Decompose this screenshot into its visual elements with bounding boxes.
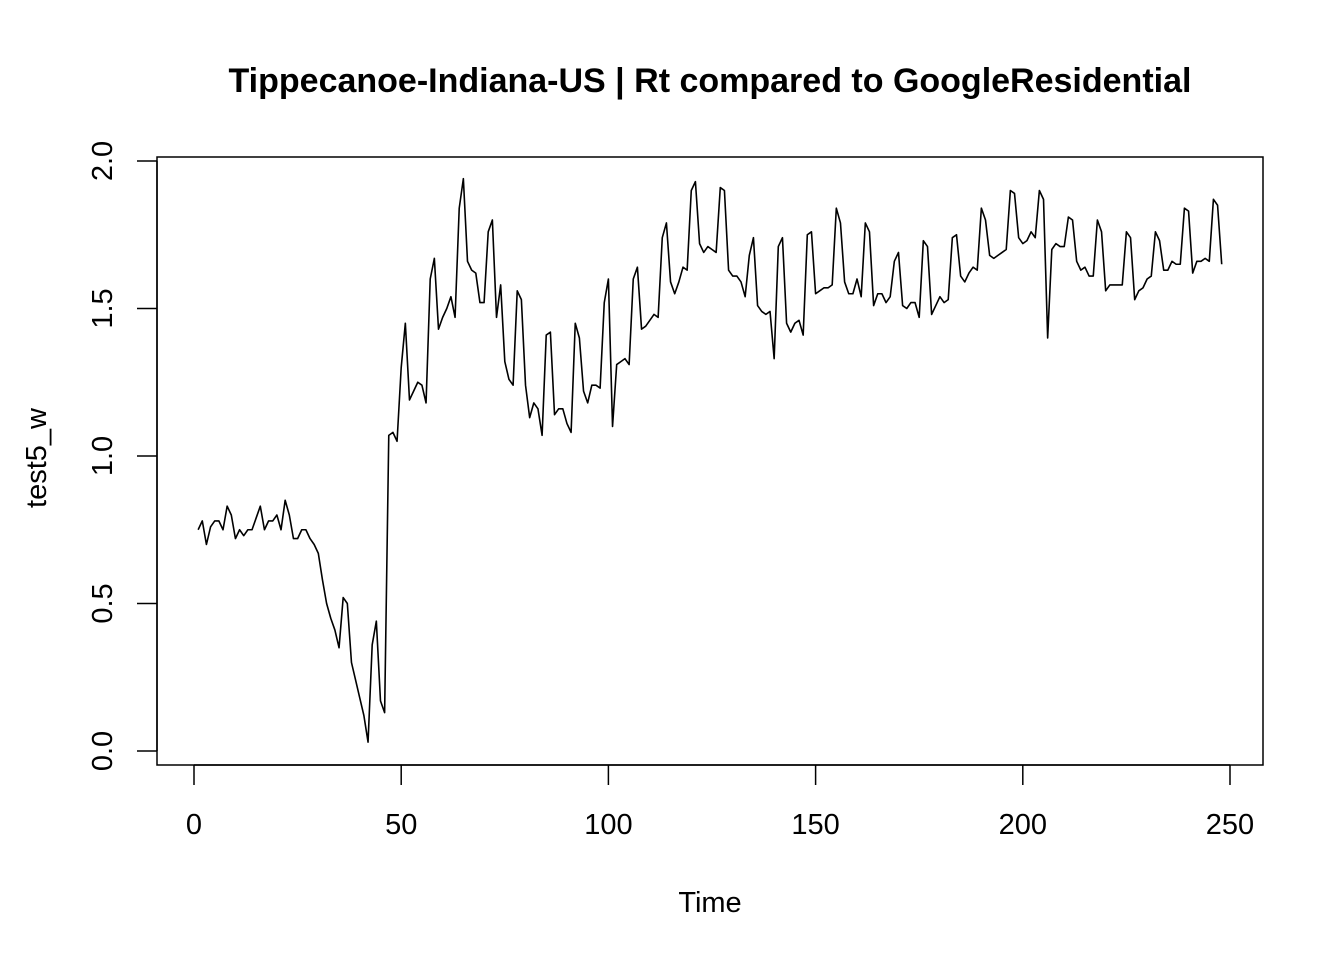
x-axis: 0 50 100 150 200 250 <box>186 764 1254 841</box>
x-tick-label: 100 <box>584 809 632 841</box>
y-axis: 0.0 0.5 1.0 1.5 2.0 <box>87 141 158 771</box>
x-tick-label: 250 <box>1206 809 1254 841</box>
x-tick-label: 200 <box>999 809 1047 841</box>
y-tick-label: 0.0 <box>87 731 119 771</box>
x-tick-label: 150 <box>791 809 839 841</box>
y-tick-label: 1.5 <box>87 288 119 328</box>
y-axis-label: test5_w <box>21 407 53 508</box>
y-tick-label: 2.0 <box>87 141 119 181</box>
y-tick-label: 1.0 <box>87 436 119 476</box>
chart-title: Tippecanoe-Indiana-US | Rt compared to G… <box>229 62 1192 100</box>
x-axis-label: Time <box>678 887 741 919</box>
x-tick-label: 50 <box>385 809 417 841</box>
x-tick-label: 0 <box>186 809 202 841</box>
series-line <box>197 177 1223 743</box>
y-tick-label: 0.5 <box>87 583 119 623</box>
